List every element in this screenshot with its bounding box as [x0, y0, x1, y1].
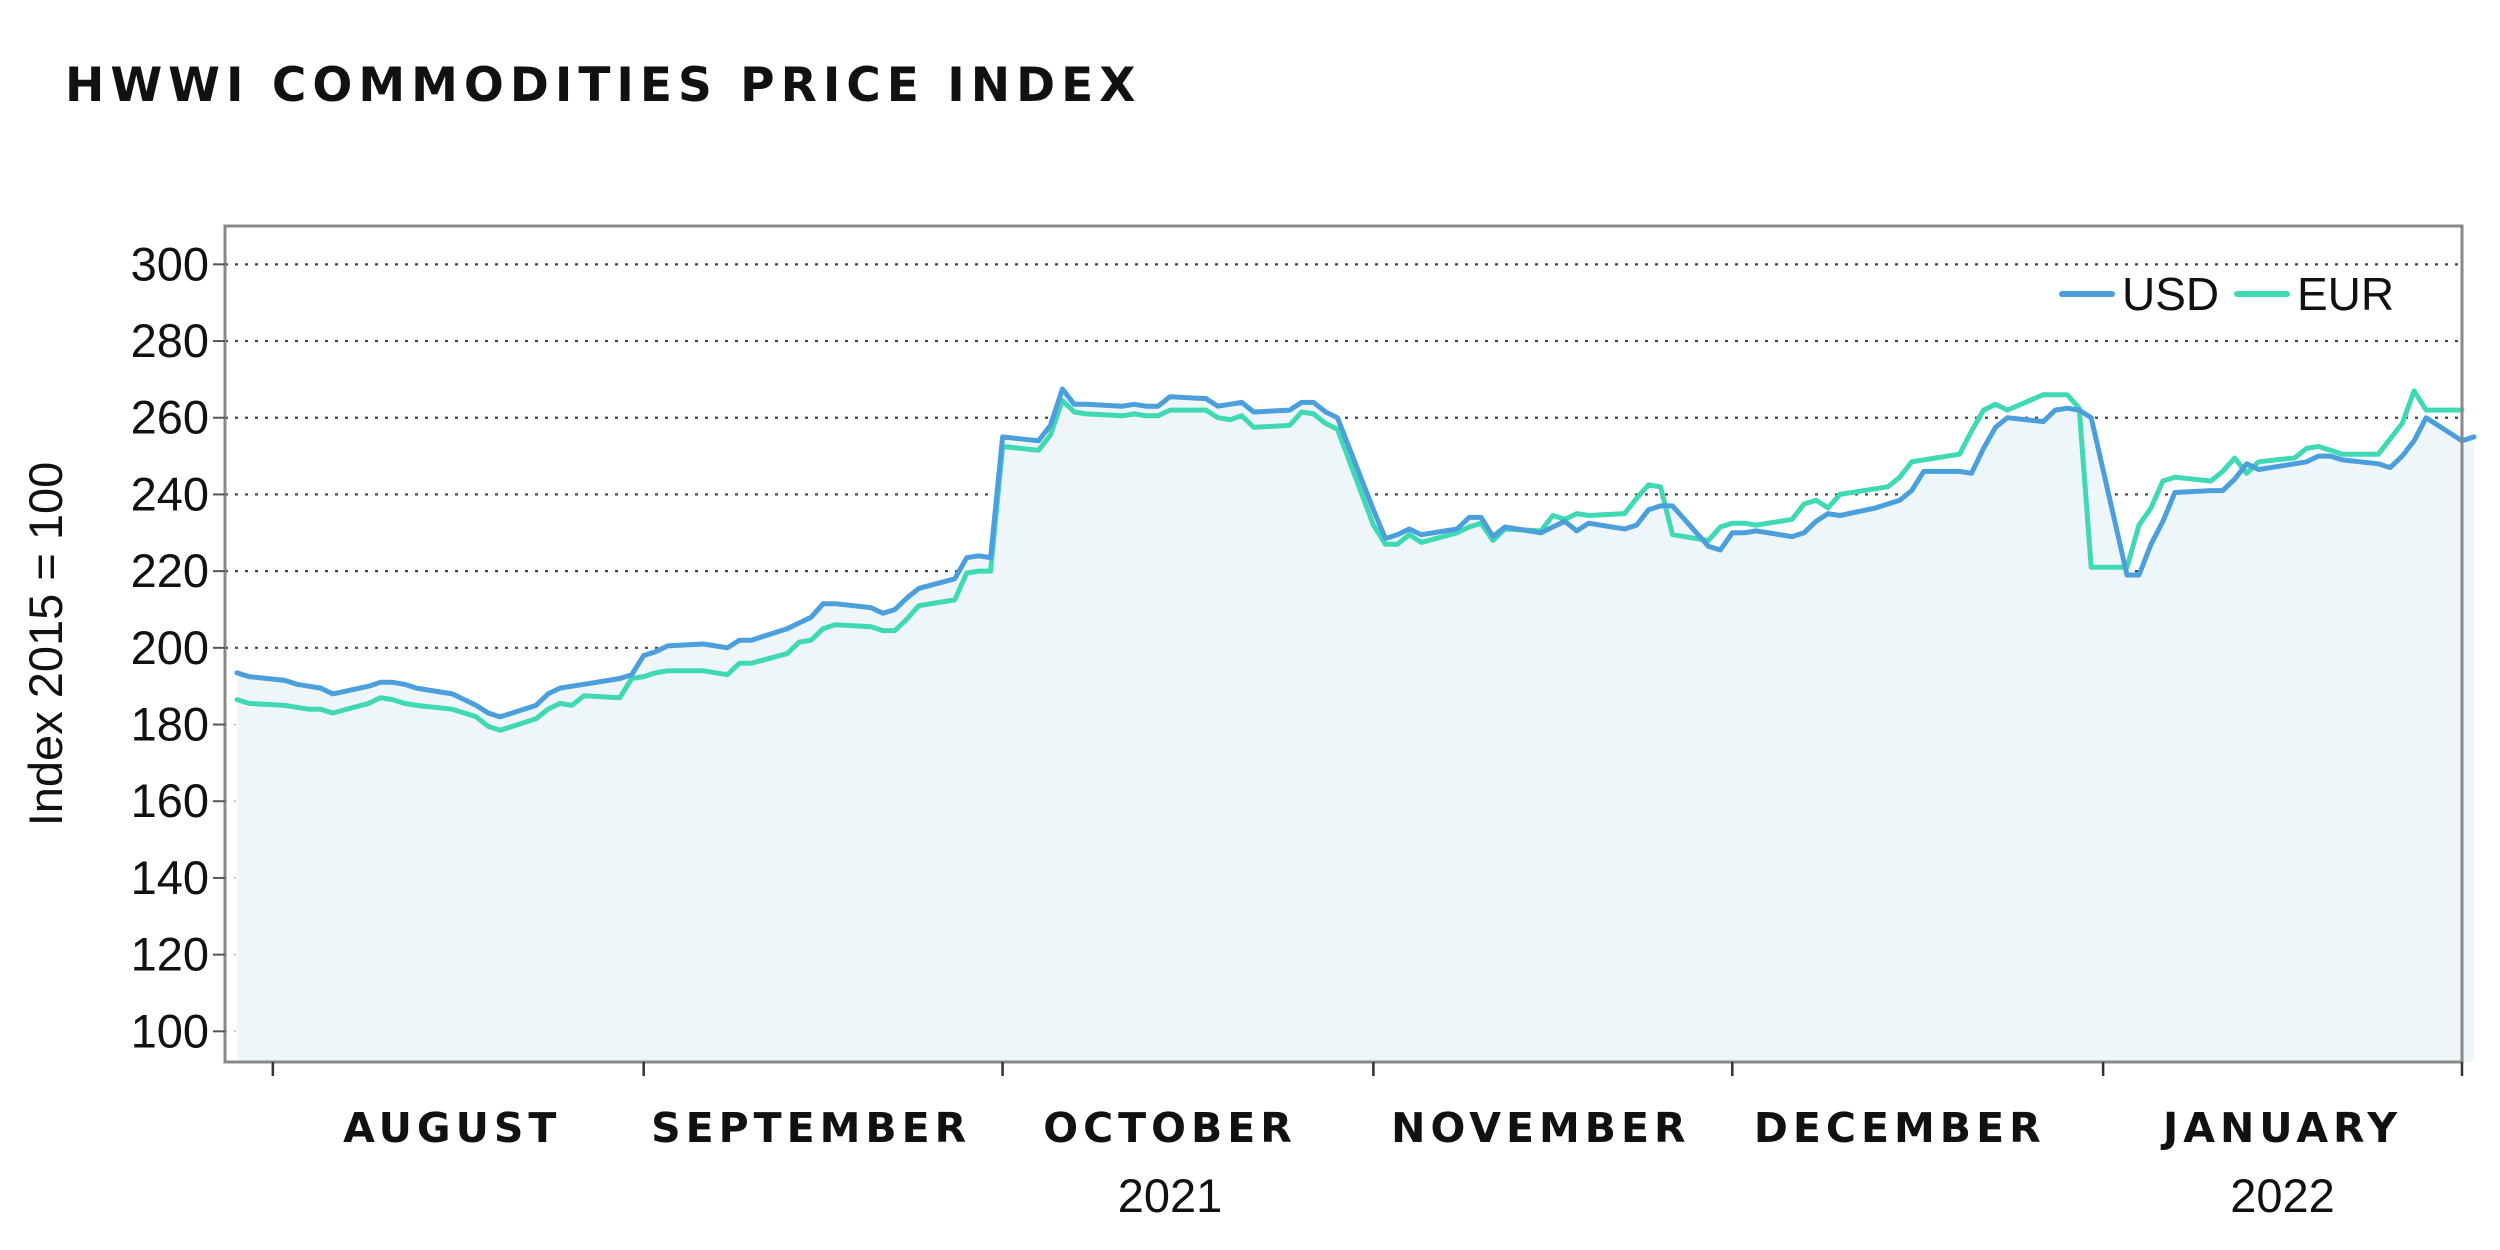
series-line-usd — [234, 386, 2477, 720]
usd-area — [236, 388, 2474, 1062]
area-fill — [236, 388, 2474, 1062]
y-axis: 100 120 140 160 180 200 220 240 260 280 300 — [131, 237, 225, 1057]
y-tick-label-120: 120 — [131, 928, 209, 981]
year-label-2021: 2021 — [1118, 1169, 1223, 1222]
month-label-october: OCTOBER — [1043, 1104, 1297, 1152]
month-label-december: DECEMBER — [1754, 1104, 2046, 1152]
x-axis: AUGUST SEPTEMBER OCTOBER NOVEMBER DECEMBER JA… — [271, 1062, 2464, 1222]
y-axis-label: Index 2015 = 100 — [19, 462, 72, 827]
y-tick-label-140: 140 — [131, 851, 209, 904]
legend-label-eur: EUR — [2297, 268, 2394, 320]
year-label-2022: 2022 — [2230, 1169, 2335, 1222]
month-label-november: NOVEMBER — [1391, 1104, 1690, 1152]
y-tick-label-280: 280 — [131, 314, 209, 367]
legend-label-usd: USD — [2122, 268, 2219, 320]
y-tick-label-200: 200 — [131, 621, 209, 674]
legend: USD EUR — [2059, 268, 2394, 320]
plot-frame — [223, 224, 2464, 1064]
y-tick-label-300: 300 — [131, 237, 209, 290]
chart-title: HWWI COMMODITIES PRICE INDEX — [65, 58, 1141, 113]
series-lines — [234, 386, 2477, 733]
y-tick-label-220: 220 — [131, 544, 209, 597]
month-label-august: AUGUST — [343, 1104, 561, 1152]
y-tick-label-240: 240 — [131, 467, 209, 520]
y-tick-label-260: 260 — [131, 391, 209, 444]
y-tick-label-180: 180 — [131, 698, 209, 751]
month-label-january: JANUARY — [2160, 1104, 2402, 1152]
month-label-september: SEPTEMBER — [651, 1104, 971, 1152]
y-tick-label-160: 160 — [131, 774, 209, 827]
y-tick-label-100: 100 — [131, 1004, 209, 1057]
